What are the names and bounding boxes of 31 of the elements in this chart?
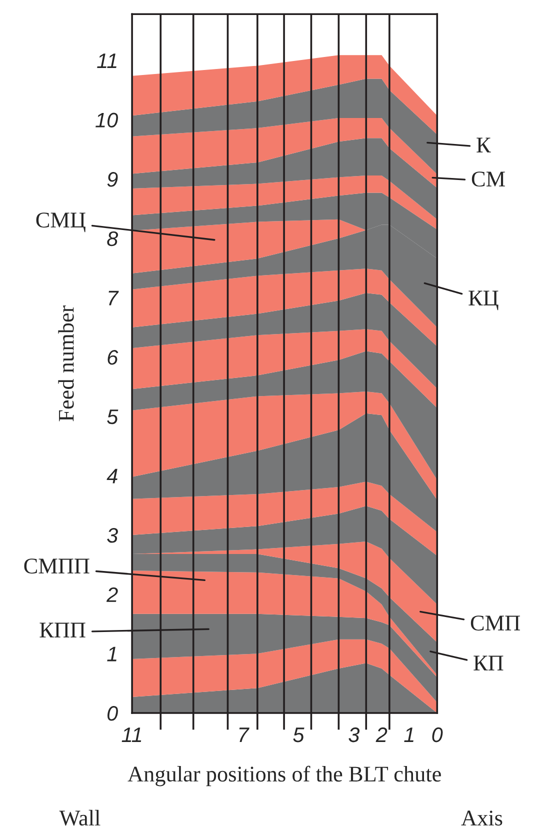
x-tick-label: 0 bbox=[432, 727, 443, 742]
x-tick-label: 11 bbox=[122, 728, 142, 742]
x-tick-label: 7 bbox=[239, 728, 250, 742]
text: КЦ bbox=[468, 290, 498, 310]
y-tick-label: 3 bbox=[107, 528, 118, 543]
text: КП bbox=[474, 656, 504, 670]
text: СМП bbox=[470, 616, 520, 631]
y-tick-label: 8 bbox=[107, 231, 118, 246]
text: Wall bbox=[59, 810, 100, 826]
text: СМ bbox=[472, 172, 505, 187]
y-tick-label: 10 bbox=[96, 112, 118, 128]
text: СМЦ bbox=[36, 212, 86, 232]
y-tick-label: 1 bbox=[107, 646, 116, 662]
y-tick-label: 0 bbox=[107, 706, 118, 721]
x-tick-label: 5 bbox=[293, 728, 304, 742]
y-tick-label: 5 bbox=[107, 410, 118, 424]
y-tick-label: 9 bbox=[107, 172, 118, 187]
y-tick-label: 2 bbox=[106, 587, 118, 602]
y-tick-label: 6 bbox=[108, 350, 118, 365]
y-tick-label: 7 bbox=[108, 290, 119, 306]
y-tick-label: 11 bbox=[97, 54, 116, 68]
x-tick-label: 3 bbox=[348, 727, 360, 742]
y-tick-label: 4 bbox=[106, 468, 118, 484]
text: КПП bbox=[40, 622, 86, 638]
text: СМПП bbox=[24, 558, 90, 574]
text: К bbox=[476, 138, 491, 152]
text: Axis bbox=[461, 810, 502, 826]
x-tick-label: 1 bbox=[404, 728, 414, 742]
y-axis-title: Feed number bbox=[58, 305, 74, 422]
x-tick-label: 2 bbox=[376, 727, 388, 742]
x-axis-title: Angular positions of the BLT chute bbox=[128, 766, 441, 786]
